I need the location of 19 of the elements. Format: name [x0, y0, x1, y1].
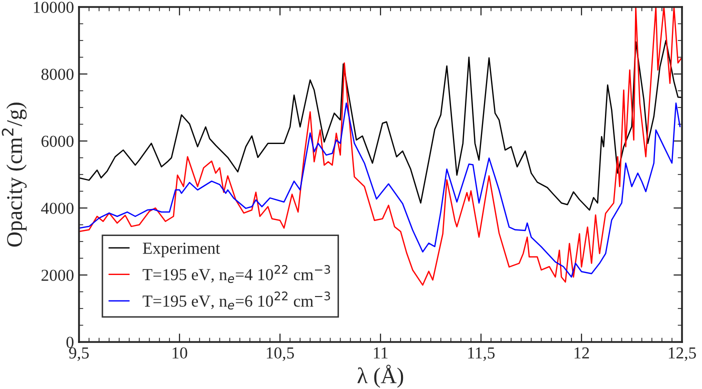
- y-tick-label: 10000: [34, 2, 74, 13]
- y-tick-label: 8000: [41, 68, 74, 80]
- x-tick-label: 11: [374, 347, 388, 358]
- x-tick-label: 10,5: [266, 347, 294, 361]
- legend-label: Experiment: [142, 242, 220, 258]
- x-tick-label: 12,5: [668, 347, 696, 361]
- legend-label: T=195 eV, n$_{e}$=4 10$^{22}$ cm$^{−3}$: [142, 265, 330, 283]
- x-axis-title: λ (Å): [358, 364, 404, 388]
- x-tick-label: 10: [172, 347, 188, 359]
- x-tick-label: 11,5: [468, 347, 495, 361]
- y-tick-label: 2000: [42, 270, 74, 281]
- x-tick-label: 12: [574, 347, 589, 358]
- line-series: [79, 40, 682, 211]
- x-tick-label: 9,5: [69, 347, 89, 361]
- y-tick-label: 0: [66, 336, 74, 348]
- y-axis-title: Opacity (cm$^{2}$/g): [2, 102, 27, 247]
- y-tick-label: 6000: [42, 136, 74, 147]
- legend-label: T=195 eV, n$_{e}$=6 10$^{22}$ cm$^{−3}$: [142, 292, 330, 310]
- y-tick-label: 4000: [41, 202, 74, 214]
